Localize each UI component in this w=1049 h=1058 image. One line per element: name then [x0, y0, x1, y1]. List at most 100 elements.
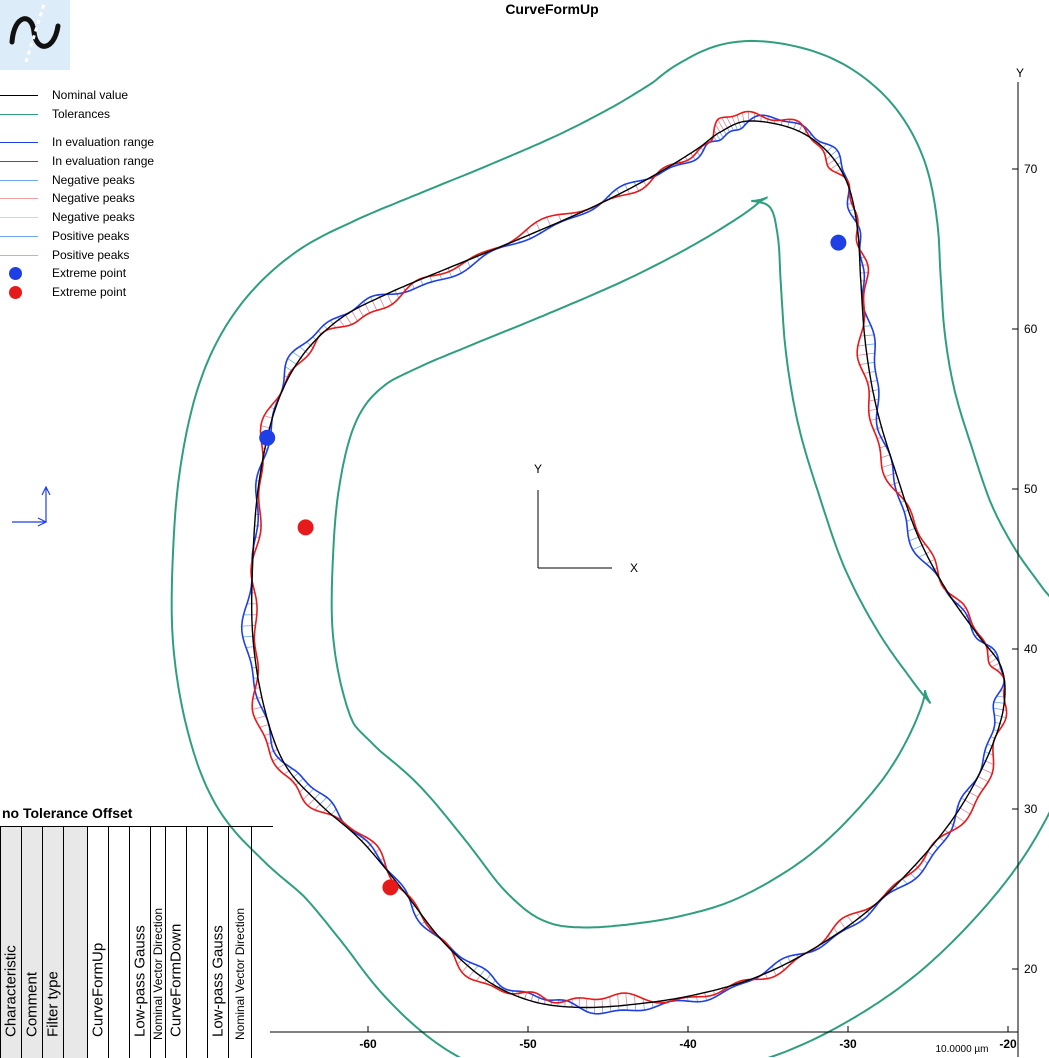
legend-item: Nominal value	[0, 86, 220, 105]
y-tick-label: 40	[1024, 642, 1038, 656]
extreme-point-up	[830, 235, 846, 251]
hatch-down	[636, 185, 639, 191]
legend-gap	[0, 123, 220, 133]
legend-label: Nominal value	[52, 86, 128, 105]
legend-item: Positive peaks	[0, 246, 220, 265]
hatch-up	[868, 362, 874, 363]
app-logo	[0, 0, 70, 70]
hatch-up	[864, 326, 871, 327]
legend-label: Positive peaks	[52, 246, 129, 265]
deviation-hatching	[242, 112, 1007, 1014]
hatch-down	[881, 455, 890, 458]
hatch-down	[955, 815, 965, 822]
hatch-down	[732, 117, 735, 125]
hatch-up	[902, 879, 907, 884]
tolerance-table-title: no Tolerance Offset	[2, 805, 132, 821]
hatch-up	[617, 189, 620, 194]
y-tick-label: 20	[1024, 962, 1038, 976]
hatch-up	[635, 1004, 636, 1010]
probe-direction-arrows	[12, 487, 50, 526]
hatch-down	[626, 993, 627, 1005]
hatch-down	[365, 304, 369, 313]
table-column: CurveFormDown	[166, 827, 187, 1058]
extreme-point-down	[298, 519, 314, 535]
legend-label: Tolerances	[52, 105, 110, 124]
hatch-down	[260, 725, 269, 728]
hatch-down	[989, 658, 997, 663]
hatch-up	[288, 359, 297, 365]
hatch-down	[387, 294, 392, 305]
hatch-down	[715, 124, 720, 132]
legend-swatch	[0, 198, 38, 199]
hatch-up	[309, 789, 314, 794]
y-tick-label: 50	[1024, 482, 1038, 496]
hatch-down	[830, 164, 837, 169]
hatch-up	[331, 809, 336, 815]
hatch-down	[974, 784, 983, 789]
table-column: Comment	[22, 827, 43, 1058]
y-axis-label: Y	[1016, 66, 1024, 80]
table-column: CurveFormUp	[88, 827, 109, 1058]
chart-title: CurveFormUp	[505, 1, 598, 17]
legend-swatch	[0, 255, 38, 256]
table-cell-text: Characteristic	[3, 945, 20, 1037]
hatch-down	[970, 792, 979, 797]
x-ticks: -60-50-40-30-20	[270, 1026, 1018, 1051]
hatch-up	[293, 352, 301, 358]
hatch-up	[625, 184, 628, 189]
legend-item: Negative peaks	[0, 171, 220, 190]
x-tick-label: -50	[519, 1037, 537, 1051]
hatch-up	[913, 545, 923, 549]
hatch-up	[993, 708, 1003, 710]
center-x-label: X	[630, 561, 638, 575]
hatch-up	[919, 554, 926, 558]
measured-curve-up	[242, 115, 1004, 1014]
hatch-down	[380, 297, 385, 308]
hatch-up	[644, 1003, 645, 1010]
hatch-down	[284, 771, 289, 774]
legend-swatch	[0, 217, 38, 218]
legend-dot	[9, 267, 22, 280]
hatch-down	[727, 117, 732, 126]
hatch-down	[960, 808, 970, 814]
hatch-up	[735, 124, 737, 130]
hatch-up	[421, 279, 423, 285]
hatch-down	[558, 215, 561, 222]
legend-item: Negative peaks	[0, 189, 220, 208]
legend-label: Positive peaks	[52, 227, 129, 246]
table-column: Low-pass Gauss	[208, 827, 229, 1058]
hatch-up	[870, 372, 876, 373]
legend-label: In evaluation range	[52, 133, 154, 152]
hatch-down	[992, 663, 1000, 667]
table-cell-text: CurveFormDown	[168, 924, 185, 1037]
hatch-down	[737, 115, 739, 123]
hatch-down	[352, 311, 358, 321]
legend-swatch	[0, 114, 38, 115]
hatch-down	[315, 804, 321, 810]
hatch-down	[882, 464, 893, 468]
hatch-up	[834, 156, 840, 160]
legend-swatch	[0, 161, 38, 162]
hatch-up	[652, 1002, 653, 1008]
legend-item: Tolerances	[0, 105, 220, 124]
x-tick-label: -60	[359, 1037, 377, 1051]
table-column: Filter type	[43, 827, 64, 1058]
table-column	[109, 827, 130, 1058]
hatch-down	[827, 160, 834, 165]
hatch-down	[300, 788, 304, 792]
hatch-up	[873, 390, 879, 391]
extreme-point-up	[259, 430, 275, 446]
hatch-down	[372, 301, 377, 311]
hatch-up	[243, 636, 253, 637]
table-column: Nominal Vector Direction	[229, 827, 252, 1058]
hatch-up	[867, 353, 875, 354]
hatch-down	[986, 761, 994, 765]
hatch-down	[860, 363, 869, 364]
hatch-up	[416, 913, 421, 916]
hatch-down	[618, 994, 619, 1006]
hatch-up	[242, 626, 253, 627]
hatch-down	[722, 118, 728, 128]
legend-item: Extreme point	[0, 283, 220, 302]
hatch-down	[462, 966, 468, 973]
hatch-down	[468, 971, 474, 978]
